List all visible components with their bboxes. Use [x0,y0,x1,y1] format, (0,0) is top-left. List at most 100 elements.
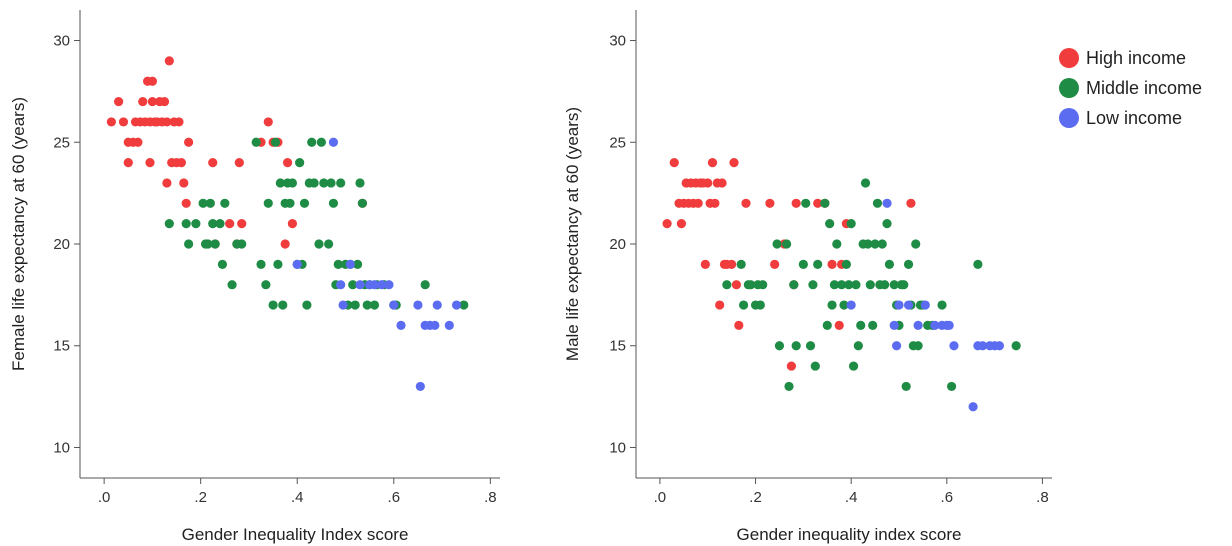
data-point-high [669,158,679,168]
data-point-middle [251,137,261,147]
data-point-middle [355,178,365,188]
data-point-middle [302,300,312,310]
x-tick-label: .0 [654,489,667,506]
legend-label-low: Low income [1086,108,1182,128]
data-point-low [444,320,454,330]
data-point-high [123,158,133,168]
data-point-middle [798,259,808,269]
data-point-middle [220,198,230,208]
data-point-middle [820,198,830,208]
x-tick-label: .8 [1036,489,1049,506]
data-point-low [328,137,339,147]
data-point-middle [205,198,215,208]
data-point-middle [237,239,247,249]
legend-marker-middle [1059,78,1079,98]
data-point-middle [755,300,765,310]
data-point-middle [853,341,863,351]
data-point-middle [848,361,859,371]
data-point-middle [1011,341,1021,351]
data-point-middle [738,300,749,310]
data-point-high [906,198,916,208]
data-point-high [727,259,737,269]
data-point-middle [319,178,329,188]
data-point-middle [782,239,792,249]
data-point-middle [877,239,887,249]
y-tick-label: 25 [53,134,70,151]
data-point-low [432,300,442,310]
data-point-low [355,280,365,290]
x-tick-label: .2 [194,489,207,506]
series-low-income [846,198,1005,412]
data-point-high [106,117,116,127]
series-middle-income [722,178,1021,392]
data-point-low [968,402,978,412]
data-point-high [731,280,742,290]
data-point-middle [880,280,890,290]
data-point-high [162,178,172,188]
y-tick-label: 20 [609,236,626,253]
data-point-low [978,341,988,351]
data-point-middle [746,280,756,290]
data-point-middle [210,239,220,249]
data-point-middle [369,300,380,310]
data-point-middle [299,198,310,208]
data-point-middle [256,259,266,269]
male-life-expectancy-chart: 10 15 20 25 30 .0 .2 .4 .6 .8 Gender inequality in… [563,10,1052,544]
data-point-middle [307,137,317,147]
data-point-middle [805,341,816,351]
data-point-high [717,178,727,188]
data-point-middle [899,280,909,290]
data-point-middle [774,341,785,351]
data-point-middle [784,381,794,392]
data-point-high [676,219,687,229]
data-point-high [174,117,184,127]
y-tick-label: 30 [609,33,626,50]
data-point-high [834,320,844,330]
y-axis-title: Female life expectancy at 60 (years) [9,97,28,371]
data-point-low [891,341,902,351]
data-point-middle [217,259,228,269]
series-high-income [662,158,916,371]
data-point-middle [758,280,768,290]
data-point-high [181,198,191,208]
x-tick-label: .4 [845,489,858,506]
data-point-high [662,219,672,229]
data-point-high [715,300,725,310]
data-point-high [280,239,290,249]
x-axis-title: Gender Inequality Index score [182,525,409,544]
data-point-middle [324,239,334,249]
data-point-middle [350,300,360,310]
data-point-middle [278,300,288,310]
data-point-middle [352,259,363,269]
data-point-middle [865,280,875,290]
data-point-low [451,300,462,310]
data-point-middle [268,300,278,310]
data-point-high [237,219,247,229]
data-point-middle [722,280,732,290]
y-tick-label: 25 [609,134,626,151]
data-point-middle [825,219,835,229]
data-point-middle [870,239,880,249]
data-point-middle [937,300,947,310]
data-point-high [703,178,713,188]
data-point-middle [810,361,820,371]
data-point-low [415,381,425,392]
data-point-low [430,320,440,330]
data-point-high [263,117,273,127]
data-point-middle [208,219,218,229]
data-point-middle [846,219,856,229]
data-point-middle [191,219,201,229]
data-point-high [770,259,780,269]
data-point-middle [215,219,225,229]
data-point-middle [263,198,273,208]
data-point-middle [856,320,866,330]
data-point-high [114,96,124,107]
data-point-middle [868,320,878,330]
x-tick-label: .0 [98,489,111,506]
data-point-high [791,198,801,208]
data-point-high [827,259,837,269]
data-point-middle [913,341,923,351]
data-point-middle [946,381,957,392]
data-point-low [994,341,1005,351]
data-point-low [846,300,856,310]
